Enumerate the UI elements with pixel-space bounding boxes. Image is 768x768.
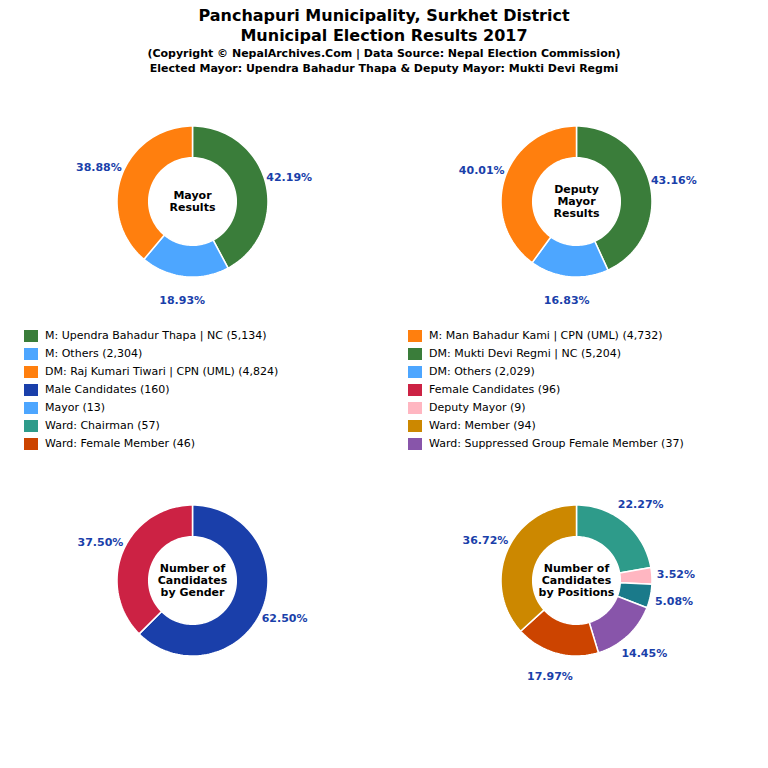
svg-text:Number ofCandidatesby Position: Number ofCandidatesby Positions (539, 562, 615, 599)
html-text:Ward: Suppressed Group Female: Ward: Suppressed Group Female Member (37… (429, 437, 684, 450)
svg-text:MayorResults: MayorResults (170, 189, 216, 214)
html-text:DM: Raj Kumari Tiwari | CPN (U: DM: Raj Kumari Tiwari | CPN (UML) (4,824… (45, 365, 279, 378)
svg-text:36.72%: 36.72% (462, 534, 508, 547)
svg-text:40.01%: 40.01% (459, 164, 505, 177)
html-text:Mayor (13): Mayor (13) (45, 401, 106, 414)
svg-text:17.97%: 17.97% (527, 670, 573, 683)
svg-text:62.50%: 62.50% (262, 612, 308, 625)
html-text:DM: Others (2,029): DM: Others (2,029) (429, 365, 535, 378)
svg-text:18.93%: 18.93% (159, 294, 205, 307)
svg-text:37.50%: 37.50% (78, 536, 124, 549)
html-text:Ward: Female Member (46): Ward: Female Member (46) (45, 437, 195, 450)
svg-text:43.16%: 43.16% (651, 174, 697, 187)
html-text:Ward: Chairman (57): Ward: Chairman (57) (45, 419, 160, 432)
svg-text:3.52%: 3.52% (657, 568, 695, 581)
svg-text:38.88%: 38.88% (76, 161, 122, 174)
html-text:Municipal Election Results 201: Municipal Election Results 2017 (240, 26, 528, 45)
svg-text:Number ofCandidatesby Gender: Number ofCandidatesby Gender (158, 562, 228, 599)
html-text:M: Others (2,304): M: Others (2,304) (45, 347, 143, 360)
svg-text:16.83%: 16.83% (544, 294, 590, 307)
svg-text:DeputyMayorResults: DeputyMayorResults (554, 183, 600, 220)
svg-text:42.19%: 42.19% (266, 171, 312, 184)
html-text:(Copyright © NepalArchives.Com: (Copyright © NepalArchives.Com | Data So… (147, 47, 621, 60)
html-text:Ward: Member (94): Ward: Member (94) (429, 419, 536, 432)
html-text:Panchapuri Municipality, Surkh: Panchapuri Municipality, Surkhet Distric… (198, 6, 570, 25)
svg-text:22.27%: 22.27% (618, 498, 664, 511)
svg-text:14.45%: 14.45% (621, 647, 667, 660)
html-text:Deputy Mayor (9): Deputy Mayor (9) (429, 401, 526, 414)
html-text:M: Man Bahadur Kami | CPN (UML: M: Man Bahadur Kami | CPN (UML) (4,732) (429, 329, 663, 342)
html-text:Female Candidates (96): Female Candidates (96) (429, 383, 561, 396)
html-text:Male Candidates (160): Male Candidates (160) (45, 383, 170, 396)
html-text:M: Upendra Bahadur Thapa | NC: M: Upendra Bahadur Thapa | NC (5,134) (45, 329, 267, 342)
svg-text:5.08%: 5.08% (655, 595, 693, 608)
html-text:DM: Mukti Devi Regmi | NC (5,2: DM: Mukti Devi Regmi | NC (5,204) (429, 347, 621, 360)
html-text:Elected Mayor: Upendra Bahadur: Elected Mayor: Upendra Bahadur Thapa & D… (149, 62, 619, 75)
